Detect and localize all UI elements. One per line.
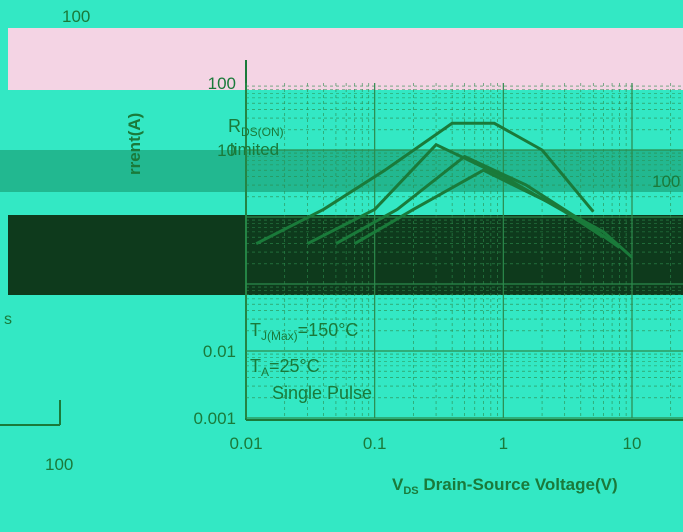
- x-axis-symbol: V: [392, 475, 404, 494]
- ta-sub: A: [261, 365, 269, 379]
- tj-sub: J(Max): [261, 329, 298, 343]
- rds-sub: DS(ON): [241, 125, 284, 139]
- ta-label: TA=25°C: [250, 356, 320, 379]
- tj-value: =150°C: [298, 320, 359, 340]
- y-tick-label: 10: [217, 141, 236, 160]
- soa-curve-1: [255, 121, 595, 246]
- top-label: 100: [62, 7, 90, 26]
- x-tick-label: 0.01: [229, 434, 262, 453]
- x-tick-labels: 0.01 0.1 1 10: [229, 434, 641, 453]
- plot-band-mid: [0, 150, 683, 192]
- ta-value: =25°C: [269, 356, 320, 376]
- limited-label: limited: [230, 140, 279, 159]
- y-tick-labels: 0.001 0.01 10 100: [193, 74, 236, 428]
- x-axis-text: Drain-Source Voltage(V): [419, 475, 618, 494]
- x-tick-label: 0.1: [363, 434, 387, 453]
- pink-band: [8, 28, 683, 90]
- x-axis-title: VDS Drain-Source Voltage(V): [392, 475, 618, 497]
- y-tick-label: 0.01: [203, 342, 236, 361]
- x-axis-sub: DS: [403, 485, 418, 497]
- tj-max-label: TJ(Max)=150°C: [250, 320, 358, 343]
- left-label: 100: [45, 455, 73, 474]
- x-tick-label: 10: [623, 434, 642, 453]
- right-edge-label: 100: [652, 172, 680, 191]
- y-tick-label: 0.001: [193, 409, 236, 428]
- tj-main: T: [250, 320, 261, 340]
- y-tick-label: 100: [208, 74, 236, 93]
- plot-band-upper: [0, 90, 683, 150]
- y-axis-title: rrent(A): [125, 113, 144, 175]
- ta-main: T: [250, 356, 261, 376]
- series-group: [255, 121, 633, 259]
- single-pulse-label: Single Pulse: [272, 383, 372, 403]
- left-small-label: s: [4, 311, 12, 328]
- soa-curve-4: [353, 168, 633, 259]
- dark-band: [8, 215, 683, 295]
- x-tick-label: 1: [499, 434, 508, 453]
- rds-on-label: RDS(ON): [228, 116, 284, 139]
- rds-main: R: [228, 116, 241, 136]
- grid-lines: [245, 83, 683, 419]
